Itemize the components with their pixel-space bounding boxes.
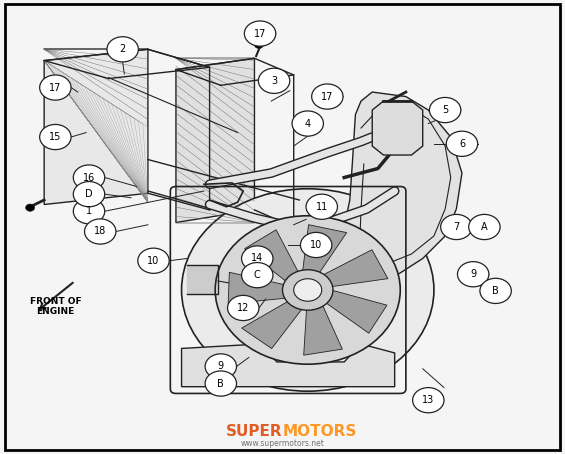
Circle shape — [441, 214, 472, 240]
Polygon shape — [242, 302, 302, 349]
Circle shape — [458, 262, 489, 287]
Polygon shape — [228, 272, 285, 304]
Polygon shape — [303, 306, 342, 355]
Circle shape — [85, 219, 116, 244]
Text: 11: 11 — [316, 202, 328, 212]
Text: MOTORS: MOTORS — [282, 424, 357, 439]
Text: 9: 9 — [218, 361, 224, 371]
Circle shape — [205, 371, 237, 396]
Circle shape — [412, 388, 444, 413]
Circle shape — [446, 131, 477, 156]
Text: 18: 18 — [94, 227, 106, 237]
Text: 10: 10 — [147, 256, 160, 266]
Text: 17: 17 — [49, 83, 62, 93]
Circle shape — [73, 182, 105, 207]
Text: 7: 7 — [453, 222, 459, 232]
Circle shape — [215, 216, 400, 364]
Text: 17: 17 — [254, 29, 266, 39]
Text: 9: 9 — [470, 269, 476, 279]
Text: 14: 14 — [251, 253, 263, 263]
Text: SUPER: SUPER — [226, 424, 282, 439]
Circle shape — [292, 111, 323, 136]
Text: 1: 1 — [86, 206, 92, 216]
Text: 16: 16 — [83, 173, 95, 183]
Circle shape — [242, 246, 273, 271]
Circle shape — [73, 199, 105, 224]
Polygon shape — [176, 58, 254, 222]
Polygon shape — [327, 291, 387, 333]
Polygon shape — [338, 92, 462, 281]
Circle shape — [301, 232, 332, 257]
Text: B: B — [492, 286, 499, 296]
Circle shape — [429, 98, 461, 123]
Text: 2: 2 — [120, 44, 126, 54]
Circle shape — [138, 248, 169, 273]
Polygon shape — [187, 265, 218, 295]
Text: 3: 3 — [271, 76, 277, 86]
Circle shape — [294, 279, 321, 301]
Circle shape — [181, 189, 434, 391]
Circle shape — [40, 75, 71, 100]
Polygon shape — [324, 250, 388, 286]
Text: 13: 13 — [422, 395, 434, 405]
Circle shape — [73, 165, 105, 190]
Text: C: C — [254, 270, 260, 280]
Text: 17: 17 — [321, 92, 333, 102]
Circle shape — [228, 296, 259, 321]
Text: 10: 10 — [310, 240, 322, 250]
Polygon shape — [303, 225, 347, 272]
Text: 5: 5 — [442, 105, 448, 115]
Text: A: A — [481, 222, 488, 232]
Text: FRONT OF
ENGINE: FRONT OF ENGINE — [29, 297, 81, 316]
Circle shape — [480, 278, 511, 303]
Text: D: D — [85, 189, 93, 199]
Text: B: B — [218, 379, 224, 389]
Circle shape — [312, 84, 343, 109]
Circle shape — [40, 124, 71, 150]
Polygon shape — [44, 49, 148, 204]
Circle shape — [282, 270, 333, 310]
Circle shape — [25, 204, 34, 211]
Circle shape — [107, 37, 138, 62]
Circle shape — [306, 194, 337, 219]
Text: www.supermotors.net: www.supermotors.net — [241, 439, 324, 448]
Text: 12: 12 — [237, 303, 249, 313]
Polygon shape — [181, 344, 395, 387]
Text: 6: 6 — [459, 139, 465, 149]
Circle shape — [254, 41, 263, 49]
Circle shape — [469, 214, 500, 240]
Polygon shape — [372, 101, 423, 155]
Circle shape — [258, 68, 290, 94]
Circle shape — [242, 262, 273, 288]
Polygon shape — [245, 230, 298, 281]
Circle shape — [245, 21, 276, 46]
Text: 4: 4 — [305, 118, 311, 128]
Text: 15: 15 — [49, 132, 62, 142]
Circle shape — [205, 354, 237, 379]
